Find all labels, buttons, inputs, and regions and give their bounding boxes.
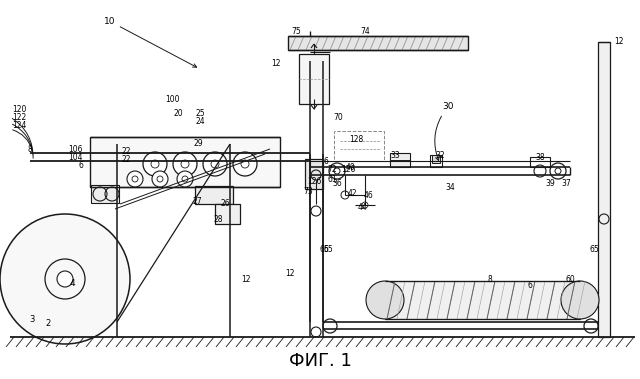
Text: 12: 12 xyxy=(285,269,295,279)
Bar xyxy=(530,157,550,167)
Text: 4: 4 xyxy=(69,279,75,288)
Text: 6: 6 xyxy=(527,282,532,290)
Text: 70: 70 xyxy=(333,113,343,122)
Text: 38: 38 xyxy=(535,152,545,161)
Text: 12: 12 xyxy=(271,58,281,67)
Bar xyxy=(195,186,233,204)
Text: 29: 29 xyxy=(193,139,203,149)
Bar xyxy=(288,36,468,50)
Bar xyxy=(334,131,384,161)
Text: 8: 8 xyxy=(488,274,492,283)
Text: 65: 65 xyxy=(589,244,599,254)
Circle shape xyxy=(311,327,321,337)
Text: 6: 6 xyxy=(324,158,328,166)
Text: 33: 33 xyxy=(390,150,400,160)
Text: 39: 39 xyxy=(545,179,555,188)
Circle shape xyxy=(584,319,598,333)
Text: 30: 30 xyxy=(435,102,454,160)
Text: 124: 124 xyxy=(12,121,26,130)
Bar xyxy=(598,42,610,337)
Circle shape xyxy=(366,281,404,319)
Text: 26: 26 xyxy=(220,199,230,208)
Bar xyxy=(90,137,280,187)
Text: 122: 122 xyxy=(12,113,26,122)
Circle shape xyxy=(233,152,257,176)
Text: 104: 104 xyxy=(68,152,83,161)
Text: 60: 60 xyxy=(565,274,575,283)
Text: 126: 126 xyxy=(308,177,322,186)
Bar xyxy=(390,160,410,167)
Text: 36: 36 xyxy=(332,179,342,188)
Text: 46: 46 xyxy=(363,191,373,200)
Text: 74: 74 xyxy=(360,28,370,36)
Circle shape xyxy=(173,152,197,176)
Text: 42: 42 xyxy=(347,190,357,199)
Text: 73: 73 xyxy=(303,186,313,196)
Text: 106: 106 xyxy=(68,144,83,153)
Circle shape xyxy=(561,281,599,319)
Text: 128: 128 xyxy=(349,135,363,144)
Text: 10: 10 xyxy=(104,17,196,67)
Text: 20: 20 xyxy=(173,110,183,119)
Text: 12: 12 xyxy=(241,274,251,283)
Text: 44: 44 xyxy=(357,202,367,211)
Text: 2: 2 xyxy=(45,318,51,327)
Text: 8: 8 xyxy=(28,144,33,153)
Text: 25: 25 xyxy=(195,110,205,119)
Text: 65: 65 xyxy=(323,244,333,254)
Circle shape xyxy=(152,171,168,187)
Circle shape xyxy=(127,171,143,187)
Text: 75: 75 xyxy=(291,28,301,36)
Text: 12: 12 xyxy=(614,36,623,45)
Circle shape xyxy=(177,171,193,187)
Bar xyxy=(432,155,440,163)
Circle shape xyxy=(329,163,345,179)
Text: 65: 65 xyxy=(320,244,330,254)
Circle shape xyxy=(143,152,167,176)
Text: 3: 3 xyxy=(29,315,35,324)
Bar xyxy=(430,155,442,167)
Text: 120: 120 xyxy=(12,105,26,113)
Bar xyxy=(305,159,323,189)
Circle shape xyxy=(550,163,566,179)
Text: 27: 27 xyxy=(192,196,202,205)
Circle shape xyxy=(323,319,337,333)
Text: 34: 34 xyxy=(445,183,455,191)
Bar xyxy=(215,204,240,224)
Bar xyxy=(91,185,119,203)
Circle shape xyxy=(0,214,130,344)
Text: 126: 126 xyxy=(341,164,355,174)
Text: 100: 100 xyxy=(164,94,179,103)
Text: ФИГ. 1: ФИГ. 1 xyxy=(289,352,351,370)
Text: 32: 32 xyxy=(435,150,445,160)
Text: 61: 61 xyxy=(327,174,337,183)
Text: 40: 40 xyxy=(345,163,355,172)
Text: 24: 24 xyxy=(195,116,205,125)
Text: 28: 28 xyxy=(213,215,223,224)
Text: 22: 22 xyxy=(121,147,131,155)
Bar xyxy=(390,153,410,167)
Text: 22: 22 xyxy=(121,155,131,163)
Circle shape xyxy=(57,271,73,287)
Circle shape xyxy=(203,152,227,176)
Text: 37: 37 xyxy=(561,179,571,188)
Bar xyxy=(385,281,580,319)
Text: 6: 6 xyxy=(78,160,83,169)
Bar xyxy=(299,54,329,104)
Text: 72: 72 xyxy=(327,164,337,174)
Circle shape xyxy=(311,206,321,216)
